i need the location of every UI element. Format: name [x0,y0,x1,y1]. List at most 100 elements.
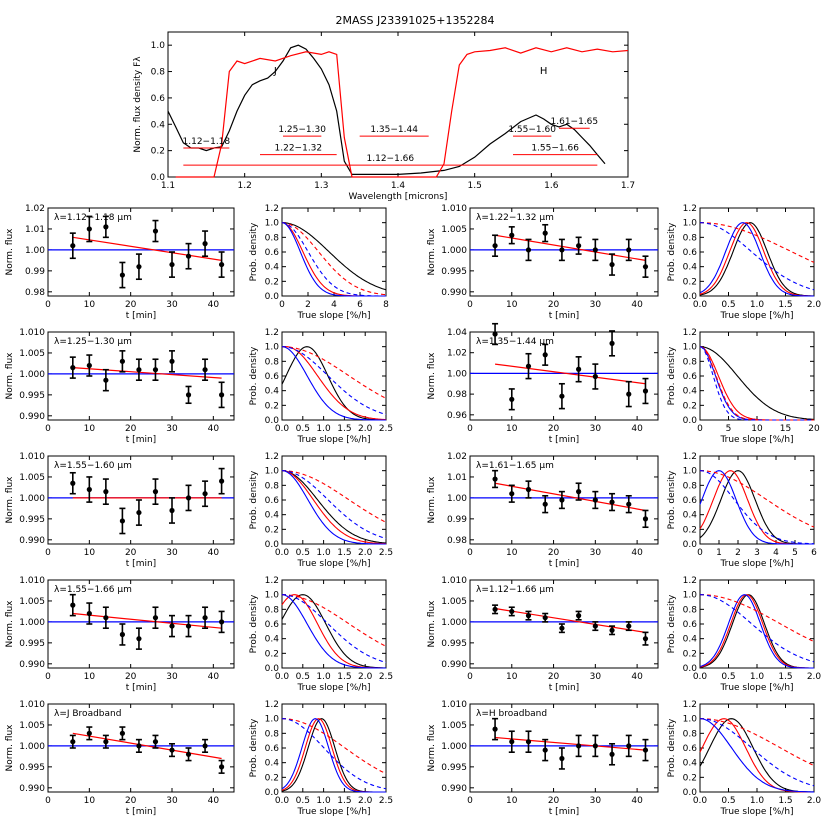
posterior-curve [281,718,386,793]
plot-frame [469,455,659,545]
data-point [492,476,498,482]
x-tick-label: 20 [548,424,560,434]
posterior-curve [699,346,814,421]
x-axis-label: True slope [%/h] [719,683,793,693]
y-tick-label: 1.0 [683,591,698,601]
data-point [642,636,649,642]
data-point [103,615,109,621]
data-point [185,392,192,398]
data-point [185,623,192,629]
data-point [70,602,76,608]
y-tick-label: 0.4 [683,263,698,273]
x-tick-label: 10 [84,424,96,434]
y-tick-label: 0.2 [265,649,279,659]
y-tick-label: 0.990 [441,660,467,670]
y-tick-label: 1.0 [683,343,698,353]
posterior-curve [699,594,814,669]
y-tick-label: 0.8 [265,605,280,615]
x-tick-label: 0.5 [721,672,735,682]
band-label: 1.12−1.66 [367,154,415,164]
data-point [609,627,615,633]
prior-curve [281,222,386,297]
data-point [103,224,109,230]
x-tick-label: 0 [45,548,51,558]
y-tick-label: 1.0 [683,467,698,477]
data-point [525,247,532,253]
x-tick-label: 0 [45,796,51,806]
band-label: 1.55−1.66 [531,144,579,154]
x-axis-label: t [min] [549,683,579,693]
y-tick-label: 0.98 [447,390,467,400]
data-point [169,507,175,514]
y-tick-label: 0.0 [151,173,166,183]
x-axis-label: t [min] [126,311,156,321]
y-tick-label: 0.6 [151,94,166,104]
posterior-curve [699,470,814,545]
data-point [559,625,565,631]
x-tick-label: 1.5 [778,672,792,682]
posterior-curve [282,470,386,545]
y-tick-label: 1.010 [441,700,467,710]
x-tick-label: 1.0 [750,300,765,310]
y-axis-label: Norm. flux [427,476,437,524]
data-point [576,489,582,495]
y-tick-label: 1.010 [19,452,45,462]
x-tick-label: 30 [590,672,602,682]
data-point [492,243,498,249]
x-axis-label: t [min] [126,435,156,445]
data-point [609,751,615,757]
y-tick-label: 0.990 [441,288,467,298]
plot-frame [47,207,235,297]
x-tick-label: 2.0 [807,672,822,682]
y-tick-label: 1.2 [683,452,697,462]
y-tick-label: 0.2 [265,773,279,783]
x-tick-label: 1.0 [750,796,765,806]
x-tick-label: 6 [357,300,363,310]
x-tick-label: 1.5 [337,796,351,806]
y-tick-label: 0.8 [683,729,698,739]
prior-curve [282,594,387,647]
x-axis-label: t [min] [549,559,579,569]
y-tick-label: 0.6 [265,744,280,754]
band-label: 1.12−1.18 [183,137,231,147]
y-tick-label: 0.98 [25,288,45,298]
data-point [509,608,515,615]
x-tick-label: 4 [773,548,779,558]
data-point [70,365,76,371]
x-axis-label: t [min] [126,807,156,817]
y-tick-label: 0.995 [19,639,45,649]
data-point [219,764,225,770]
x-tick-label: 30 [166,548,178,558]
panel-label: λ=1.12−1.18 μm [54,213,132,223]
y-tick-label: 0.2 [151,147,165,157]
x-tick-label: 1.5 [337,548,351,558]
x-tick-label: 2.0 [358,672,373,682]
posterior-curve [281,222,386,297]
y-tick-label: 1.0 [265,219,280,229]
prior-curve [282,222,387,296]
y-tick-label: 0.99 [447,515,467,525]
data-point [119,518,125,524]
x-tick-label: 0.0 [693,300,708,310]
x-tick-label: 0.5 [296,424,310,434]
y-tick-label: 0.2 [683,649,697,659]
data-point [626,623,632,629]
x-axis-label: True slope [%/h] [296,435,370,445]
x-tick-label: 0 [279,300,285,310]
posterior-curve [281,718,386,793]
y-axis-label: Norm. flux [5,476,15,524]
fit-line [494,482,646,512]
y-tick-label: 1.010 [441,576,467,586]
y-tick-label: 1.02 [25,204,45,214]
x-tick-label: 1.0 [316,672,331,682]
x-tick-label: 20 [125,672,137,682]
panel-label: λ=1.55−1.60 μm [54,461,132,471]
prior-curve [700,718,815,787]
y-tick-label: 0.6 [683,620,698,630]
data-point [86,486,92,493]
y-axis-label: Prob. density [667,718,677,777]
data-point [86,226,92,232]
x-tick-label: 10 [506,300,518,310]
x-tick-label: 20 [125,796,137,806]
plot-frame [699,207,815,297]
